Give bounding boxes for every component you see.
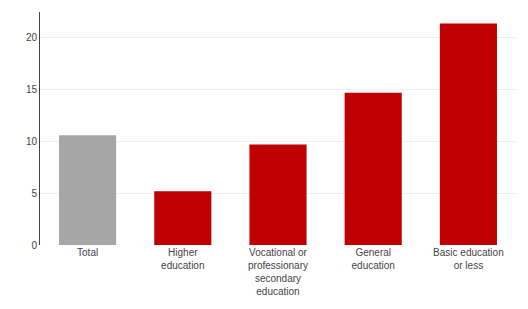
svg-text:Generaleducation: Generaleducation: [352, 247, 395, 271]
svg-text:Basic educationor less: Basic educationor less: [433, 247, 504, 271]
svg-text:Highereducation: Highereducation: [161, 247, 204, 271]
svg-text:20: 20: [26, 32, 38, 43]
svg-text:0: 0: [31, 240, 37, 251]
svg-text:5: 5: [31, 188, 37, 199]
svg-text:Total: Total: [77, 247, 98, 258]
svg-text:15: 15: [26, 84, 38, 95]
svg-text:Vocational orprofessionaryseco: Vocational orprofessionarysecondaryeduca…: [248, 247, 308, 297]
svg-text:10: 10: [26, 136, 38, 147]
